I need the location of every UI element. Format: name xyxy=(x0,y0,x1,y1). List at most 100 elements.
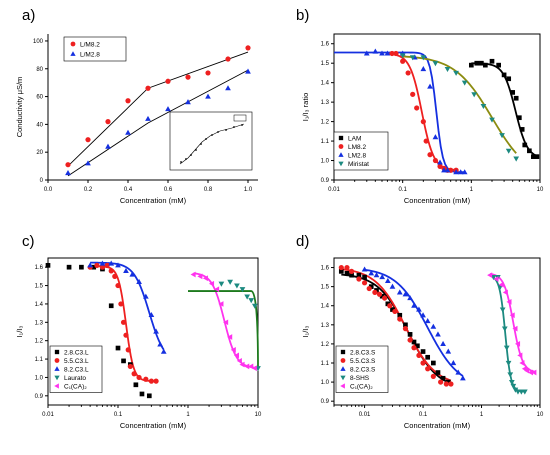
data-point xyxy=(444,66,451,73)
y-tick-label: 1.6 xyxy=(321,42,330,48)
data-point xyxy=(506,76,512,82)
data-point xyxy=(389,50,395,57)
x-tick-label: 0.01 xyxy=(328,187,340,193)
legend-label: Miristat xyxy=(348,161,369,168)
data-point xyxy=(420,119,426,125)
x-tick-label: 0.1 xyxy=(398,187,407,193)
legend-label: 2.8.C3.L xyxy=(64,349,89,356)
data-point xyxy=(225,56,231,62)
y-axis-label: I₁/I₃ xyxy=(15,326,24,338)
data-point xyxy=(517,352,523,359)
data-point xyxy=(411,345,417,351)
x-tick-label: 0.01 xyxy=(359,412,371,418)
data-point xyxy=(87,262,94,268)
legend-label: 5.5.C3.L xyxy=(64,358,89,365)
data-point xyxy=(338,264,344,271)
x-tick-label: 10 xyxy=(255,412,262,418)
data-point xyxy=(453,70,459,76)
data-point xyxy=(455,369,462,375)
panel-4: 0.01 0.1 1 10 0.9 1.0 1.1 1.2 1.3 1.4 1.5 1.6 Concen… xyxy=(296,233,544,430)
data-point xyxy=(376,291,383,297)
data-point xyxy=(136,278,142,284)
y-tick-label: 1.3 xyxy=(321,323,330,329)
data-point xyxy=(218,281,225,287)
panel-1: 0.0 0.2 0.4 0.6 0.8 1.0 0 20 40 60 80 100 Concentrat… xyxy=(15,7,258,205)
y-tick-label: 60 xyxy=(36,95,43,101)
data-point xyxy=(415,343,420,349)
y-tick-label: 0.9 xyxy=(35,394,44,400)
fit-curve xyxy=(341,268,452,382)
data-point xyxy=(112,273,118,279)
data-point xyxy=(499,133,505,139)
data-point xyxy=(389,283,396,289)
data-point xyxy=(344,264,350,271)
data-point xyxy=(405,70,411,76)
data-point xyxy=(397,312,403,318)
x-tick-label: 1 xyxy=(470,187,474,193)
data-point xyxy=(94,262,100,268)
data-point xyxy=(479,60,484,66)
data-point xyxy=(120,319,127,325)
data-point xyxy=(45,263,51,268)
data-point xyxy=(131,371,137,377)
data-point xyxy=(427,83,433,89)
legend-label: C₁(CA)₂ xyxy=(64,383,87,390)
series-LM2.8 xyxy=(363,48,468,175)
legend-label: C₁(CA)₂ xyxy=(350,383,373,390)
fit-step-line xyxy=(188,290,259,369)
legend-marker xyxy=(340,358,346,363)
data-point xyxy=(373,272,380,278)
data-point xyxy=(489,58,495,64)
data-point xyxy=(450,360,457,366)
series-LAM xyxy=(468,58,540,159)
data-point xyxy=(208,280,215,287)
x-axis-label: Concentration (mM) xyxy=(120,421,187,430)
data-point xyxy=(356,276,362,282)
data-point xyxy=(104,262,110,268)
x-tick-label: 1 xyxy=(480,412,484,418)
data-point xyxy=(366,285,372,292)
fit-curve xyxy=(402,55,517,154)
data-point xyxy=(108,260,115,266)
data-point xyxy=(349,272,354,278)
legend-marker xyxy=(54,358,60,363)
legend-marker xyxy=(338,161,344,167)
data-point xyxy=(461,80,468,86)
data-point xyxy=(403,322,408,328)
y-tick-label: 1.5 xyxy=(321,285,330,291)
x-tick-label: 0.2 xyxy=(84,187,93,193)
data-point xyxy=(437,163,443,169)
data-point xyxy=(510,90,516,95)
legend-label: LAM xyxy=(348,135,361,142)
data-point xyxy=(379,293,385,299)
data-point xyxy=(502,289,508,296)
y-tick-label: 1.0 xyxy=(321,380,330,386)
y-tick-label: 1.0 xyxy=(35,375,44,381)
data-point xyxy=(218,301,224,307)
data-point xyxy=(245,45,251,51)
data-point xyxy=(420,360,426,366)
data-point xyxy=(108,303,114,309)
data-point xyxy=(225,85,231,91)
data-point xyxy=(361,280,368,286)
data-point xyxy=(498,281,504,288)
data-point xyxy=(432,157,439,164)
legend-marker xyxy=(340,375,346,381)
x-tick-label: 0.4 xyxy=(124,187,133,193)
legend-label: 2.8.C3.S xyxy=(350,349,376,356)
data-point xyxy=(512,325,518,332)
legend-marker xyxy=(54,375,60,381)
y-tick-label: 1.6 xyxy=(321,266,330,272)
data-point xyxy=(510,383,517,389)
data-point xyxy=(105,119,111,125)
data-point xyxy=(445,348,452,354)
data-point xyxy=(487,272,493,279)
data-point xyxy=(514,341,521,347)
data-point xyxy=(501,326,508,332)
legend-label: LM2.8 xyxy=(348,152,366,159)
data-point xyxy=(372,48,379,54)
y-tick-label: 1.2 xyxy=(321,120,330,126)
legend-marker xyxy=(54,383,59,389)
data-point xyxy=(148,311,155,318)
